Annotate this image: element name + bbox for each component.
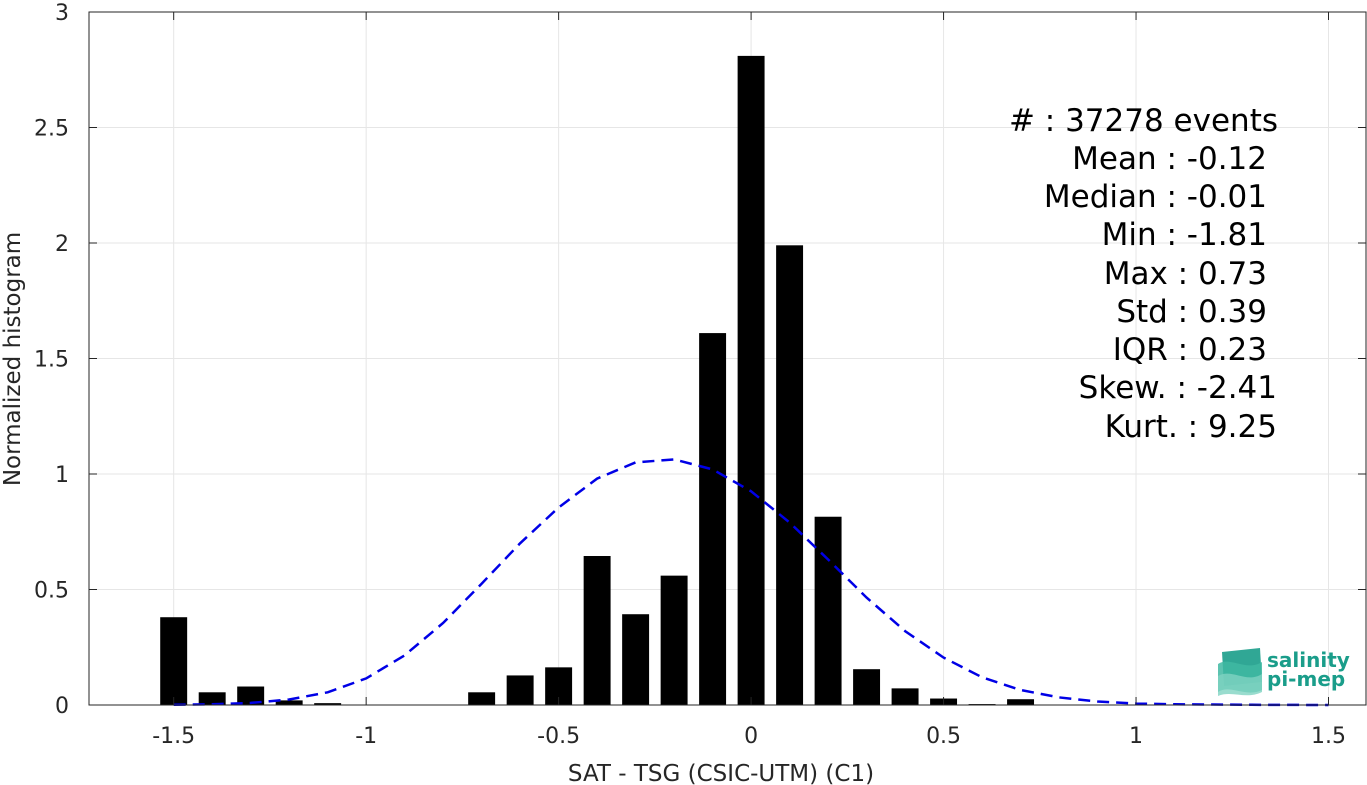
stats-box: # : 37278 events Mean : -0.12 Median : -… [1009,103,1278,445]
x-tick-label: -1.5 [152,724,195,749]
salinity-pimep-logo: salinity pi-mep [1218,648,1350,696]
y-tick-label: 3 [55,1,69,26]
histogram-bar [891,688,919,705]
histogram-bar [275,700,303,705]
y-tick-label: 1.5 [34,348,69,373]
logo-line2: pi-mep [1267,667,1345,691]
histogram-bar [314,703,342,705]
stat-min: Min : -1.81 [1102,217,1267,253]
stat-max: Max : 0.73 [1104,256,1267,292]
histogram-bar [198,692,226,705]
histogram-bar [737,55,765,705]
stat-skew: Skew. : -2.41 [1079,370,1277,406]
y-tick-label: 0 [55,694,69,719]
x-tick-label: -0.5 [537,724,580,749]
stat-kurt: Kurt. : 9.25 [1105,409,1277,445]
histogram-bars [160,55,1035,705]
wave-logo-icon [1218,648,1262,696]
y-tick-label: 2.5 [34,117,69,142]
x-tick-label: 0.5 [926,724,961,749]
x-tick-label: 1.5 [1311,724,1346,749]
axis-ticks: -1.5 -1 -0.5 0 0.5 1 1.5 0 0.5 1 1.5 2 2.5 3 [34,1,1366,749]
histogram-bar [699,333,727,705]
histogram-bar [583,556,611,705]
y-tick-label: 0.5 [34,579,69,604]
logo-line1: salinity [1267,648,1350,672]
x-tick-label: 1 [1129,724,1143,749]
histogram-bar [776,245,804,705]
histogram-bar [853,669,881,705]
x-axis-label: SAT - TSG (CSIC-UTM) (C1) [568,761,874,785]
x-tick-label: 0 [744,724,758,749]
histogram-bar [622,614,650,705]
stat-std: Std : 0.39 [1116,294,1267,330]
histogram-bar [160,617,188,705]
y-tick-label: 1 [55,463,69,488]
stat-median: Median : -0.01 [1044,179,1267,215]
stat-iqr: IQR : 0.23 [1113,332,1267,368]
y-axis-label: Normalized histogram [0,232,26,486]
histogram-bar [468,692,496,705]
stat-count: # : 37278 events [1009,103,1278,139]
histogram-bar [814,516,842,705]
histogram-bar [660,575,688,705]
histogram-bar [1007,699,1035,705]
stat-mean: Mean : -0.12 [1072,141,1267,177]
x-tick-label: -1 [355,724,377,749]
histogram-bar [506,675,534,705]
histogram-bar [237,686,265,705]
y-tick-label: 2 [55,232,69,257]
